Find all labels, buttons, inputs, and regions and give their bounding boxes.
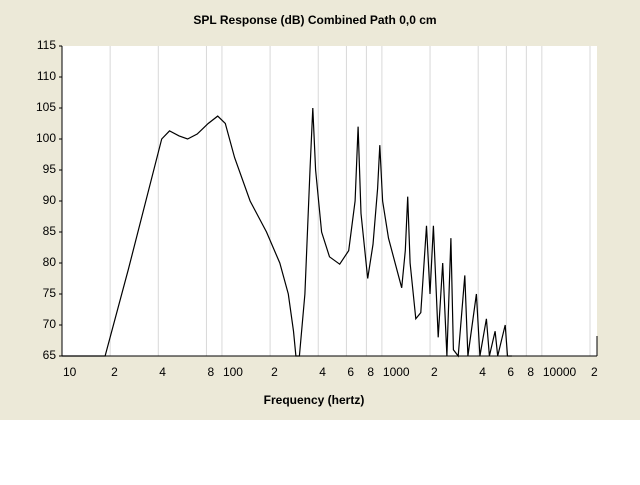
- x-tick-label: 1000: [383, 365, 410, 379]
- x-tick-label: 6: [507, 365, 514, 379]
- y-tick-label: 80: [43, 255, 57, 269]
- x-tick-label: 10: [63, 365, 77, 379]
- x-tick-label: 8: [527, 365, 534, 379]
- y-tick-label: 115: [37, 38, 56, 52]
- x-tick-label: 2: [431, 365, 438, 379]
- x-tick-label: 6: [347, 365, 354, 379]
- y-tick-label: 95: [43, 162, 57, 176]
- x-tick-label: 2: [591, 365, 598, 379]
- x-tick-label: 8: [367, 365, 374, 379]
- y-tick-label: 75: [43, 286, 57, 300]
- response-line: [62, 107, 512, 358]
- y-tick-label: 65: [43, 348, 57, 362]
- x-tick-label: 8: [207, 365, 214, 379]
- y-tick-label: 100: [36, 131, 56, 145]
- y-tick-label: 90: [43, 193, 57, 207]
- x-tick-label: 4: [479, 365, 486, 379]
- x-tick-label: 2: [271, 365, 278, 379]
- plot-area: [62, 46, 597, 356]
- x-tick-label: 4: [319, 365, 326, 379]
- y-tick-label: 105: [36, 100, 56, 114]
- x-axis-label: Frequency (hertz): [264, 393, 365, 407]
- x-tick-label: 10000: [543, 365, 577, 379]
- x-tick-label: 100: [223, 365, 243, 379]
- y-tick-label: 85: [43, 224, 57, 238]
- y-tick-label: 70: [43, 317, 57, 331]
- y-tick-label: 110: [37, 69, 56, 83]
- chart-title: SPL Response (dB) Combined Path 0,0 cm: [193, 13, 436, 27]
- x-tick-label: 4: [159, 365, 166, 379]
- x-tick-label: 2: [111, 365, 118, 379]
